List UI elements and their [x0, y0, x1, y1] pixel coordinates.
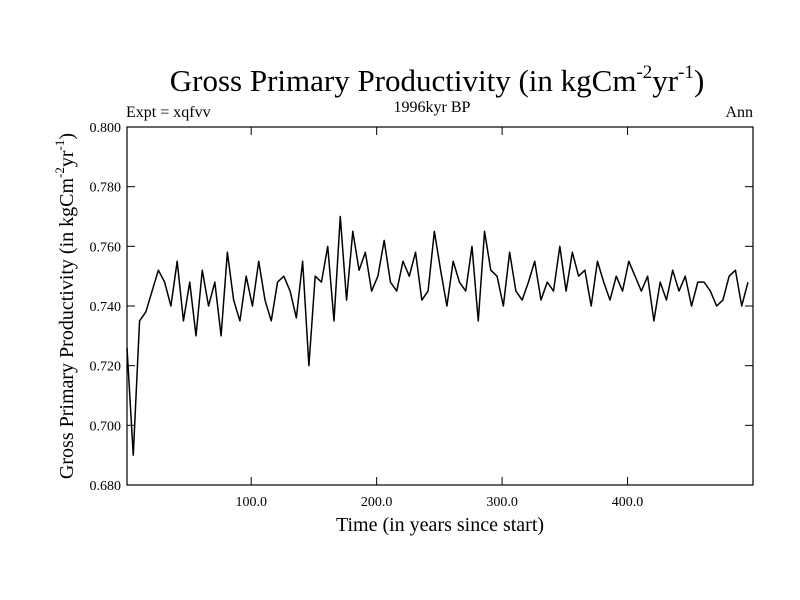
- x-axis-label: Time (in years since start): [336, 514, 544, 536]
- x-tick-label: 300.0: [486, 495, 518, 510]
- plot-frame: [126, 126, 754, 486]
- experiment-label: Expt = xqfvv: [126, 104, 211, 121]
- y-tick-label: 0.680: [90, 479, 122, 494]
- x-tick-label: 400.0: [612, 495, 644, 510]
- y-tick-label: 0.740: [90, 300, 122, 315]
- x-tick-label: 200.0: [361, 495, 393, 510]
- y-tick-label: 0.700: [90, 419, 122, 434]
- x-tick-label: 100.0: [235, 495, 267, 510]
- chart-title: Gross Primary Productivity (in kgCm-2yr-…: [170, 62, 705, 98]
- period-label: 1996kyr BP: [394, 99, 471, 116]
- y-axis-ticks: 0.680 0.700 0.720 0.740 0.760 0.780 0.800: [90, 121, 753, 494]
- series-line-ann: [126, 215, 749, 456]
- y-axis-label: Gross Primary Productivity (in kgCm-2yr-…: [52, 133, 78, 479]
- y-tick-label: 0.800: [90, 121, 122, 136]
- y-tick-label: 0.720: [90, 360, 122, 375]
- y-tick-label: 0.760: [90, 240, 122, 255]
- x-axis-ticks: 100.0 200.0 300.0 400.0: [235, 127, 643, 510]
- y-tick-label: 0.780: [90, 181, 122, 196]
- season-label: Ann: [725, 104, 753, 121]
